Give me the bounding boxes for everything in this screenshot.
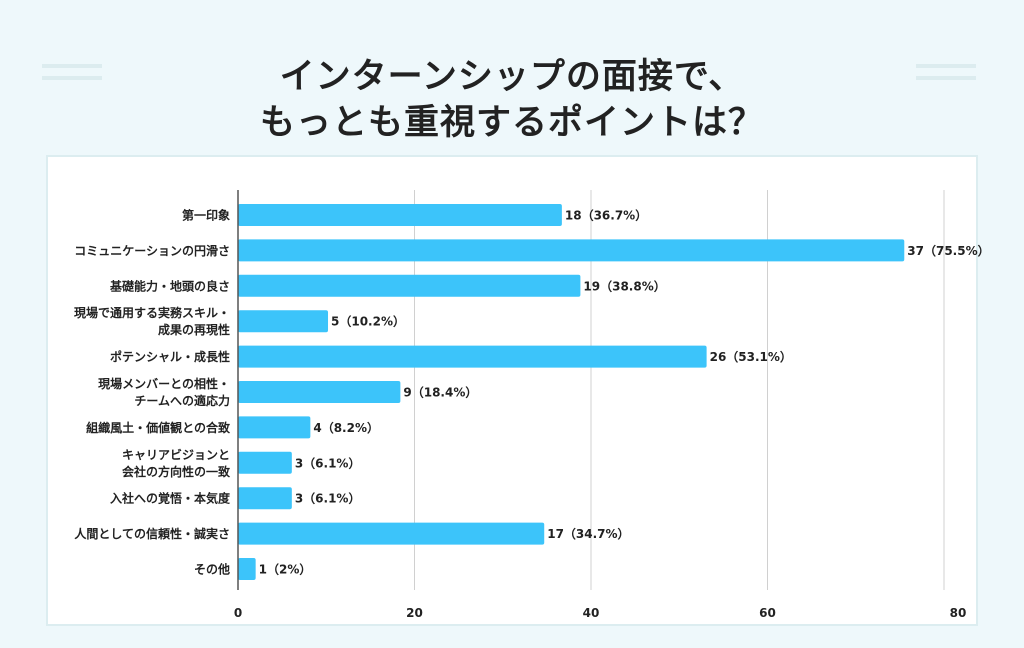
bar [238,558,256,580]
category-label: 現場で通用する実務スキル・ [74,305,230,320]
category-label: コミュニケーションの円滑さ [74,243,230,258]
category-label: ポテンシャル・成長性 [110,349,230,364]
data-label: 37（75.5%） [907,243,989,258]
category-label: 基礎能力・地頭の良さ [109,278,230,293]
category-label: 入社への覚悟・本気度 [110,491,231,506]
category-label: その他 [194,562,230,577]
category-label: 現場メンバーとの相性・ [98,376,230,391]
category-label: チームへの適応力 [134,393,230,408]
decoration-line [42,76,102,80]
decoration-line [42,64,102,68]
bar [238,381,401,403]
bar [238,239,905,262]
x-tick-label: 80 [950,606,967,620]
data-label: 9（18.4%） [403,385,477,400]
bar [238,274,581,297]
data-label: 19（38.8%） [583,278,665,293]
category-label: 人間としての信頼性・誠実さ [74,526,230,541]
category-label: 会社の方向性の一致 [122,464,231,479]
data-label: 26（53.1%） [710,349,792,364]
data-label: 17（34.7%） [547,526,629,541]
bar [238,310,329,333]
category-label: 第一印象 [182,208,230,223]
bar [238,345,707,368]
x-tick-label: 20 [406,606,423,620]
category-label: キャリアビジョンと [122,447,230,462]
bar [238,451,292,474]
data-label: 3（6.1%） [295,491,361,506]
decoration-line [916,64,976,68]
data-label: 1（2%） [259,562,312,577]
chart-title-line-2: もっとも重視するポイントは？ [259,103,764,143]
data-label: 3（6.1%） [295,455,361,470]
category-label: 成果の再現性 [158,322,230,337]
x-tick-label: 60 [759,606,776,620]
bar [238,416,311,439]
bar [238,487,292,510]
data-label: 5（10.2%） [331,314,405,329]
chart-card [46,155,978,626]
x-tick-label: 0 [234,606,242,620]
x-tick-label: 40 [583,606,600,620]
category-label: 組織風土・価値観との合致 [86,420,231,435]
bar [238,522,545,545]
chart-title-line-1: インターンシップの面接で、 [279,57,745,97]
decoration-line [916,76,976,80]
data-label: 4（8.2%） [313,420,379,435]
bar [238,204,562,226]
data-label: 18（36.7%） [565,208,647,223]
